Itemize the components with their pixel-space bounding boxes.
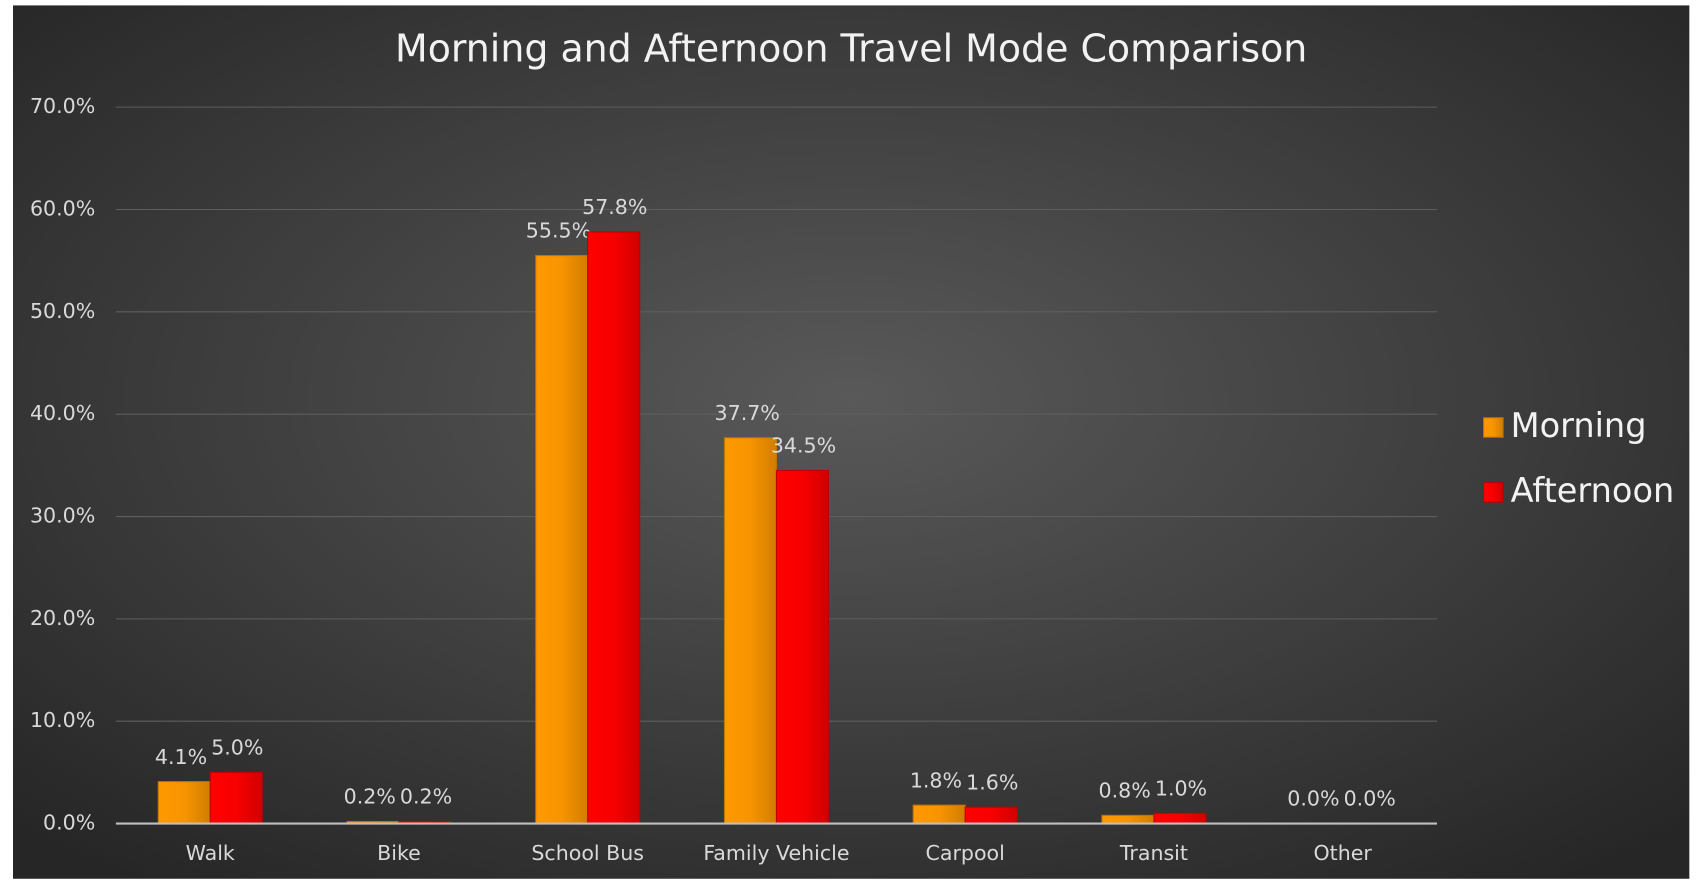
x-tick-label: Other [1313, 841, 1372, 865]
data-label: 1.6% [966, 770, 1018, 794]
x-tick-label: Walk [186, 841, 235, 865]
y-tick-label: 0.0% [43, 811, 95, 835]
bar [912, 804, 966, 825]
bar [587, 231, 641, 825]
legend-swatch [1483, 482, 1504, 503]
x-tick-label: Carpool [926, 841, 1005, 865]
x-tick-label: School Bus [531, 841, 644, 865]
bar [1101, 814, 1155, 825]
chart-background [12, 5, 1690, 879]
data-label: 0.2% [400, 785, 452, 809]
y-tick-label: 10.0% [30, 708, 95, 732]
chart-title: Morning and Afternoon Travel Mode Compar… [395, 26, 1307, 70]
y-tick-label: 50.0% [30, 299, 95, 323]
y-tick-label: 70.0% [30, 94, 95, 118]
y-tick-label: 60.0% [30, 196, 95, 220]
data-label: 34.5% [771, 434, 836, 458]
bar [209, 771, 263, 825]
bar [1153, 812, 1207, 825]
data-label: 0.0% [1344, 787, 1396, 811]
data-label: 0.0% [1287, 787, 1339, 811]
bar [723, 437, 777, 825]
legend-label: Morning [1511, 406, 1647, 445]
y-tick-label: 40.0% [30, 401, 95, 425]
x-tick-label: Bike [377, 841, 421, 865]
data-label: 0.2% [344, 785, 396, 809]
data-label: 1.8% [910, 768, 962, 792]
data-label: 1.0% [1155, 777, 1207, 801]
y-tick-label: 20.0% [30, 606, 95, 630]
data-label: 4.1% [155, 745, 207, 769]
x-tick-label: Family Vehicle [703, 841, 849, 865]
bar [964, 806, 1018, 825]
bar [157, 781, 211, 825]
data-label: 37.7% [715, 401, 780, 425]
legend-label: Afternoon [1511, 471, 1675, 510]
bar [775, 469, 829, 825]
data-label: 57.8% [582, 195, 647, 219]
data-label: 5.0% [211, 736, 263, 760]
legend-swatch [1483, 417, 1504, 438]
x-tick-label: Transit [1119, 841, 1188, 865]
bar [535, 254, 589, 825]
data-label: 55.5% [526, 219, 591, 243]
data-label: 0.8% [1099, 779, 1151, 803]
y-tick-label: 30.0% [30, 504, 95, 528]
